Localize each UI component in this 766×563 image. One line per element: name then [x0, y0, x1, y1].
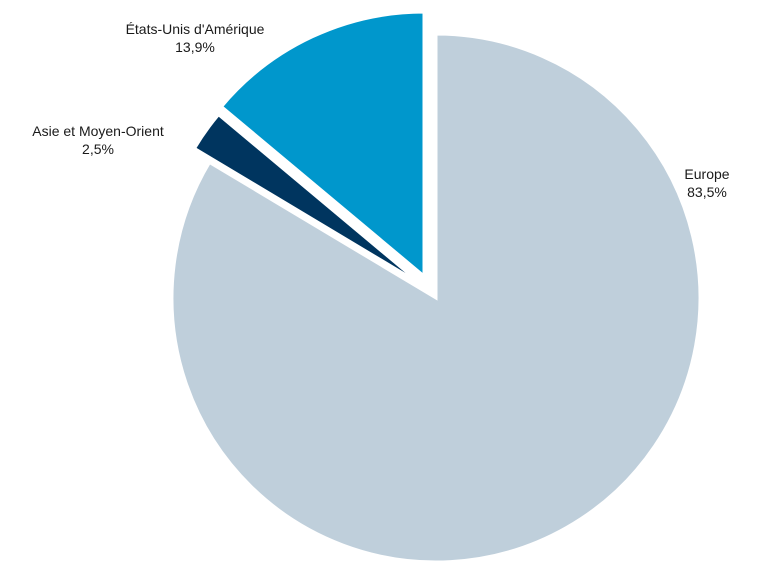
slice-label-asie-moyen-orient: Asie et Moyen-Orient 2,5% — [8, 122, 188, 158]
slice-label-asie-moyen-orient-name: Asie et Moyen-Orient — [32, 123, 164, 139]
pie-slice-etats-unis — [219, 10, 426, 280]
slice-label-europe: Europe 83,5% — [672, 165, 742, 201]
slice-label-etats-unis: États-Unis d'Amérique 13,9% — [95, 20, 295, 56]
pie-slice-europe — [170, 32, 702, 563]
slice-label-asie-moyen-orient-value: 2,5% — [82, 141, 114, 157]
pie-slice-asie-moyen-orient — [192, 112, 422, 286]
slice-label-europe-value: 83,5% — [687, 184, 727, 200]
slice-label-etats-unis-name: États-Unis d'Amérique — [125, 21, 265, 37]
slice-label-etats-unis-value: 13,9% — [175, 39, 215, 55]
slice-label-europe-name: Europe — [684, 166, 730, 182]
